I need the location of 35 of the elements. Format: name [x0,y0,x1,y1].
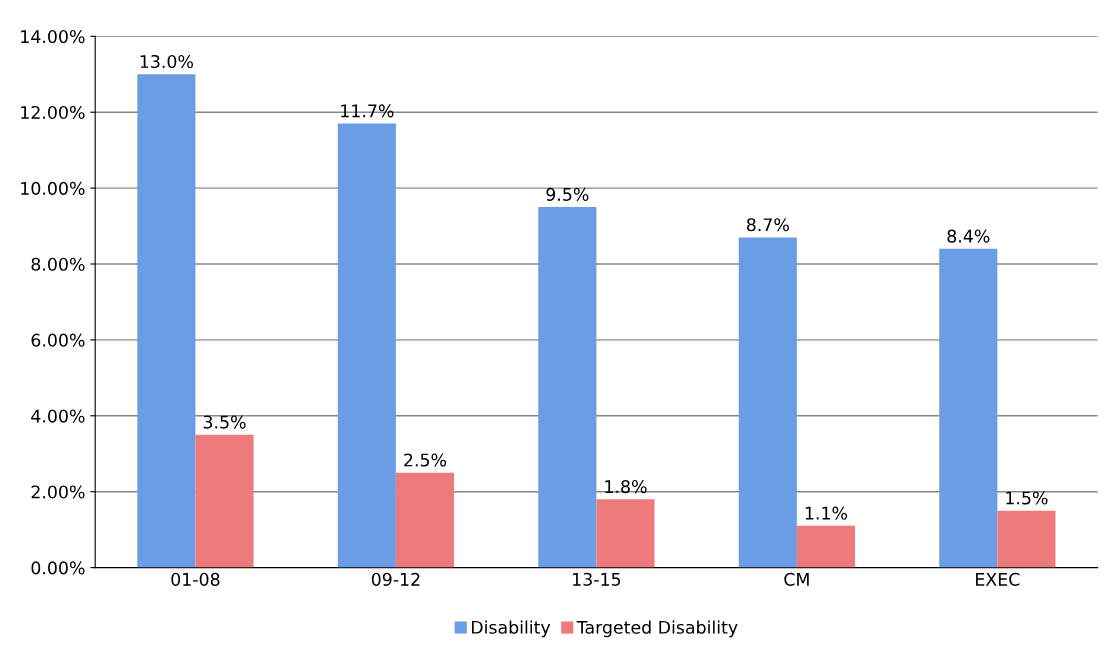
bar [538,207,597,568]
x-tick-label: 13-15 [573,572,621,586]
data-label: 11.7% [341,104,394,118]
data-label: 8.7% [746,218,789,232]
legend-label: Targeted Disability [576,620,738,638]
bar [738,237,797,568]
legend-label: Disability [471,620,551,638]
data-label: 1.1% [805,506,848,520]
data-label: 13.0% [140,54,193,69]
bar [337,123,396,568]
y-tick-label: 2.00% [31,485,85,499]
data-label: 2.5% [404,453,447,467]
data-label: 1.8% [605,480,647,494]
x-tick-label: 09-12 [371,572,420,586]
data-label: 8.4% [947,229,990,243]
data-label: 9.5% [546,187,589,201]
bar [997,510,1056,568]
x-tick-label: EXEC [976,572,1020,586]
y-tick-label: 14.00% [21,30,85,44]
y-tick-label: 6.00% [31,333,85,347]
data-label: 3.5% [203,415,246,429]
y-tick-label: 8.00% [31,257,85,271]
x-tick-label: 01-08 [171,572,220,586]
data-label: 1.5% [1006,491,1048,505]
y-tick-label: 10.00% [21,181,85,195]
bar [395,472,455,568]
bar [796,525,856,568]
bar [195,434,254,568]
y-tick-label: 12.00% [21,105,85,120]
bar [939,248,998,568]
bar [137,74,196,568]
bar [596,499,655,568]
x-tick-label: CM [784,572,809,586]
y-tick-label: 0.00% [31,561,85,575]
y-tick-label: 4.00% [31,409,85,423]
